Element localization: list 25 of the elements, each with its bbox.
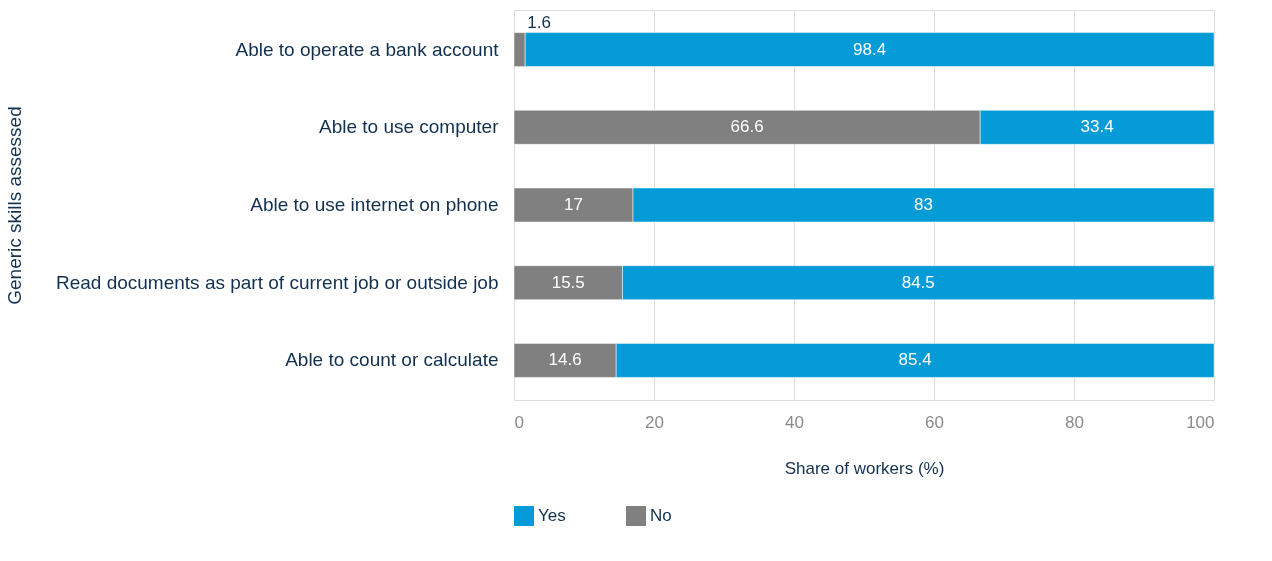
data-label: 98.4	[853, 39, 887, 59]
data-label: 84.5	[901, 272, 935, 292]
legend-label: No	[650, 506, 672, 525]
data-label: 66.6	[730, 117, 764, 137]
data-label: 15.5	[551, 272, 585, 292]
x-tick-label: 40	[785, 412, 804, 432]
data-label: 83	[914, 195, 933, 214]
x-tick-label: 20	[645, 412, 664, 432]
x-tick-label: 80	[1065, 412, 1084, 432]
y-tick-label: Able to use internet on phone	[250, 194, 499, 215]
data-label: 1.6	[527, 12, 551, 32]
data-label: 14.6	[548, 350, 582, 370]
x-axis-title: Share of workers (%)	[784, 458, 945, 478]
y-tick-label: Able to count or calculate	[285, 349, 499, 371]
y-axis-title: Generic skills assessed	[3, 106, 25, 305]
y-tick-label: Able to use computer	[318, 116, 500, 138]
x-tick-label: 100	[1186, 412, 1215, 432]
data-label: 33.4	[1080, 117, 1114, 137]
x-tick-label: 60	[925, 412, 944, 432]
y-tick-label: Read documents as part of current job or outside job	[55, 271, 499, 293]
data-label: 85.4	[898, 350, 932, 370]
legend-label: Yes	[538, 506, 566, 525]
y-tick-label: Able to operate a bank account	[235, 38, 500, 60]
data-label: 17	[564, 195, 583, 214]
x-tick-label: 0	[514, 412, 524, 432]
